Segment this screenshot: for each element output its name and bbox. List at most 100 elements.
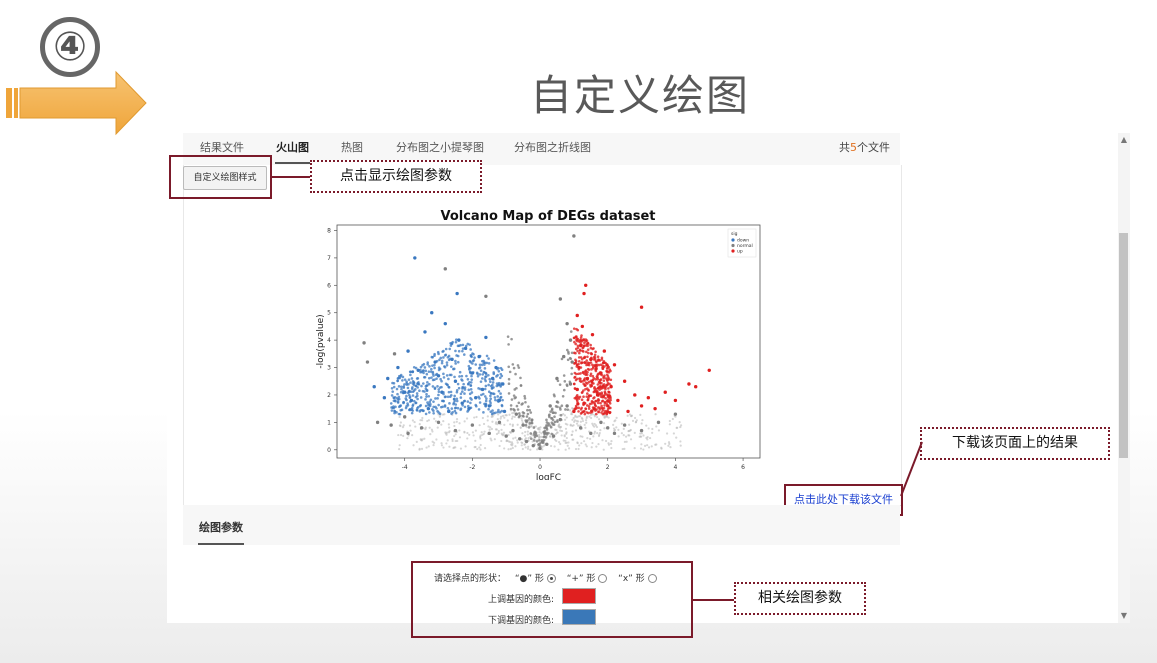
scatter-point-up (593, 353, 597, 357)
scatter-point-normal (679, 440, 682, 443)
scatter-point-down (393, 399, 397, 402)
scatter-point-normal (506, 335, 510, 338)
scatter-point-normal (421, 419, 424, 422)
scatter-point-normal (560, 357, 564, 361)
scatter-point-up (575, 335, 578, 338)
scatter-point-normal (639, 413, 642, 416)
scatter-point-normal (411, 434, 414, 437)
scatter-point-normal (454, 446, 457, 449)
scatter-point-normal (556, 431, 559, 434)
scroll-up-icon[interactable]: ▲ (1120, 135, 1128, 144)
up-color-picker[interactable] (562, 588, 596, 604)
scatter-point-up (589, 394, 593, 398)
scatter-point-normal (499, 417, 502, 420)
scatter-point-normal (642, 448, 645, 451)
scatter-point-up (596, 376, 599, 379)
scatter-point-down (437, 393, 440, 397)
scroll-thumb[interactable] (1119, 233, 1128, 458)
scatter-point-normal (639, 428, 644, 433)
down-color-label: 下调基因的颜色: (488, 616, 555, 626)
scatter-point-down (399, 390, 403, 394)
legend-label-normal: normal (737, 243, 753, 249)
tab-result-files[interactable]: 结果文件 (200, 141, 244, 154)
scatter-point-up (639, 305, 644, 309)
scatter-point-normal (540, 439, 544, 442)
vertical-scrollbar[interactable]: ▲ ▼ (1118, 133, 1130, 623)
scatter-point-down (491, 392, 495, 395)
scatter-point-normal (526, 433, 529, 436)
scatter-point-normal (497, 420, 502, 425)
tab-heatmap[interactable]: 热图 (341, 141, 363, 154)
scatter-point-down (440, 361, 444, 365)
scatter-point-down (386, 376, 390, 381)
scatter-point-normal (562, 439, 565, 442)
scatter-point-normal (523, 434, 526, 437)
scatter-point-normal (519, 426, 522, 430)
shape-dot-radio[interactable] (546, 574, 556, 583)
scatter-point-down (481, 373, 485, 376)
scatter-point-down (452, 367, 455, 371)
scatter-point-normal (556, 419, 559, 422)
scatter-point-down (478, 397, 481, 400)
scatter-point-normal (679, 425, 682, 429)
scatter-point-up (594, 377, 597, 381)
scatter-point-up (602, 375, 605, 379)
scatter-point-normal (622, 427, 625, 430)
scatter-point-down (497, 366, 500, 370)
scatter-point-normal (554, 438, 557, 441)
down-color-picker[interactable] (562, 609, 596, 625)
scatter-point-normal (679, 444, 682, 447)
scatter-point-normal (511, 428, 515, 433)
scatter-point-down (447, 385, 451, 389)
scatter-point-normal (486, 419, 489, 422)
scatter-point-down (491, 386, 494, 390)
scatter-point-normal (527, 445, 530, 448)
scatter-point-normal (596, 432, 599, 435)
scatter-point-down (483, 387, 487, 391)
scatter-point-up (583, 377, 587, 380)
scatter-point-normal (501, 433, 504, 436)
scatter-point-down (487, 362, 491, 365)
scatter-point-down (465, 374, 468, 378)
scatter-point-down (479, 369, 483, 372)
scatter-point-normal (509, 447, 512, 450)
scatter-point-down (468, 392, 472, 396)
scatter-point-down (433, 352, 436, 356)
scatter-point-normal (581, 435, 584, 438)
scatter-point-normal (595, 445, 598, 448)
scatter-point-normal (633, 446, 636, 450)
scatter-point-down (493, 396, 497, 399)
scatter-point-up (603, 404, 606, 407)
scatter-point-normal (559, 425, 562, 429)
scatter-point-normal (563, 434, 566, 437)
scatter-point-normal (580, 416, 583, 419)
scatter-point-normal (622, 423, 627, 427)
scatter-point-normal (481, 416, 484, 420)
scatter-point-down (405, 380, 408, 383)
scatter-point-down (454, 403, 458, 406)
scatter-point-normal (458, 429, 461, 432)
scatter-point-down (427, 382, 431, 386)
scatter-point-up (585, 404, 589, 407)
tab-violin[interactable]: 分布图之小提琴图 (396, 141, 484, 154)
custom-plot-style-button[interactable]: 自定义绘图样式 (183, 166, 267, 190)
scatter-point-up (591, 374, 595, 378)
scatter-point-normal (558, 417, 563, 422)
scatter-point-down (484, 375, 487, 379)
scatter-point-normal (639, 447, 643, 450)
shape-plus-radio[interactable] (598, 574, 608, 583)
scatter-point-normal (654, 413, 657, 416)
scatter-point-up (579, 408, 583, 411)
scatter-point-normal (564, 408, 567, 411)
tab-line[interactable]: 分布图之折线图 (514, 141, 591, 154)
scatter-point-down (426, 363, 429, 366)
download-file-link[interactable]: 点击此处下载该文件 (794, 493, 893, 506)
y-tick-label: 0 (327, 447, 331, 454)
scatter-point-normal (573, 419, 577, 422)
scatter-point-normal (433, 441, 436, 444)
scroll-down-icon[interactable]: ▼ (1120, 611, 1128, 620)
tab-volcano[interactable]: 火山图 (276, 141, 309, 154)
scatter-point-normal (419, 419, 422, 422)
scatter-point-down (494, 398, 497, 402)
shape-x-radio[interactable] (647, 574, 657, 583)
